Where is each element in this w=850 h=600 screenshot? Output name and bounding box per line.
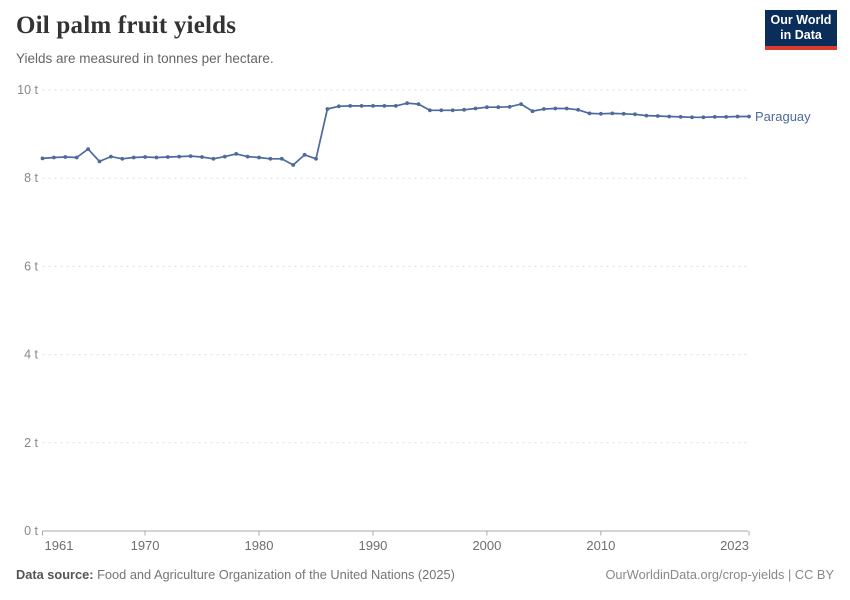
data-point (63, 155, 68, 159)
x-axis-tick-label: 2023 (720, 538, 749, 553)
data-point (154, 155, 159, 160)
data-point (325, 107, 330, 111)
data-point (40, 156, 45, 161)
x-axis-tick-label: 1970 (131, 538, 160, 553)
data-point (439, 108, 444, 113)
data-point (553, 106, 558, 111)
data-point (735, 114, 740, 119)
data-point (245, 154, 250, 159)
data-point (485, 105, 489, 110)
y-axis-tick-label: 0 t (24, 524, 38, 538)
data-point (519, 102, 523, 106)
data-point (109, 154, 113, 159)
data-point (712, 115, 717, 119)
data-point (52, 155, 56, 160)
y-axis-tick-label: 4 t (24, 348, 38, 362)
data-source: Data source: Food and Agriculture Organi… (16, 567, 455, 582)
data-point (747, 114, 751, 119)
page-title: Oil palm fruit yields (16, 12, 237, 39)
x-axis-tick-label: 1980 (245, 538, 274, 553)
x-axis-tick-label: 2000 (472, 538, 501, 553)
y-axis-tick-label: 10 t (17, 83, 38, 97)
data-point (348, 104, 353, 108)
data-point (542, 107, 546, 111)
data-point (120, 156, 125, 161)
data-point (428, 108, 432, 113)
data-point (188, 154, 193, 159)
data-point (314, 156, 318, 161)
data-point (450, 108, 455, 113)
footer-credit[interactable]: OurWorldinData.org/crop-yields | CC BY (605, 567, 834, 582)
data-point (200, 155, 204, 159)
y-axis-tick-label: 8 t (24, 171, 38, 185)
data-point (143, 155, 148, 159)
series-line-paraguay (42, 102, 749, 166)
x-axis-tick-label: 1990 (358, 538, 387, 553)
data-point (405, 101, 409, 106)
data-point (644, 113, 649, 118)
data-point (690, 115, 694, 120)
data-point (701, 115, 706, 120)
data-point (667, 114, 672, 119)
data-point (599, 111, 603, 116)
data-point (86, 147, 90, 152)
data-point (291, 163, 296, 167)
data-point (131, 155, 136, 160)
data-point (473, 106, 478, 111)
data-point (234, 152, 239, 156)
data-point (97, 159, 102, 164)
data-point (74, 155, 79, 160)
data-point (587, 111, 592, 116)
data-point (336, 104, 341, 109)
data-point (462, 107, 466, 112)
data-point (416, 102, 421, 106)
data-point (610, 111, 615, 116)
data-point (621, 111, 626, 116)
owid-logo[interactable]: Our World in Data (765, 10, 837, 50)
data-point (507, 104, 512, 109)
data-point (655, 114, 660, 118)
series-label-paraguay: Paraguay (755, 109, 811, 124)
data-point (633, 112, 637, 117)
data-point (268, 156, 273, 161)
data-point (393, 104, 398, 108)
data-point (257, 155, 261, 160)
owid-logo-line2: in Data (780, 28, 822, 42)
chart-subtitle: Yields are measured in tonnes per hectar… (16, 51, 274, 66)
data-point (576, 107, 580, 112)
data-point (678, 115, 683, 119)
data-point (564, 106, 569, 111)
data-point (382, 104, 387, 108)
data-point (279, 156, 284, 161)
data-point (724, 115, 729, 119)
data-point (302, 152, 307, 157)
data-source-text: Food and Agriculture Organization of the… (97, 567, 455, 582)
data-point (496, 105, 501, 110)
x-axis-tick-label: 2010 (586, 538, 615, 553)
y-axis-tick-label: 6 t (24, 259, 38, 273)
data-point (165, 155, 170, 159)
y-axis-tick-label: 2 t (24, 436, 38, 450)
data-source-label: Data source: (16, 567, 94, 582)
data-point (530, 109, 535, 114)
data-point (371, 104, 375, 108)
data-point (177, 154, 182, 159)
x-axis-tick-label: 1961 (45, 538, 74, 553)
data-point (222, 154, 227, 159)
chart-footer: Data source: Food and Agriculture Organi… (16, 567, 834, 582)
data-point (359, 104, 364, 108)
data-point (211, 156, 216, 161)
owid-logo-line1: Our World (770, 13, 832, 28)
